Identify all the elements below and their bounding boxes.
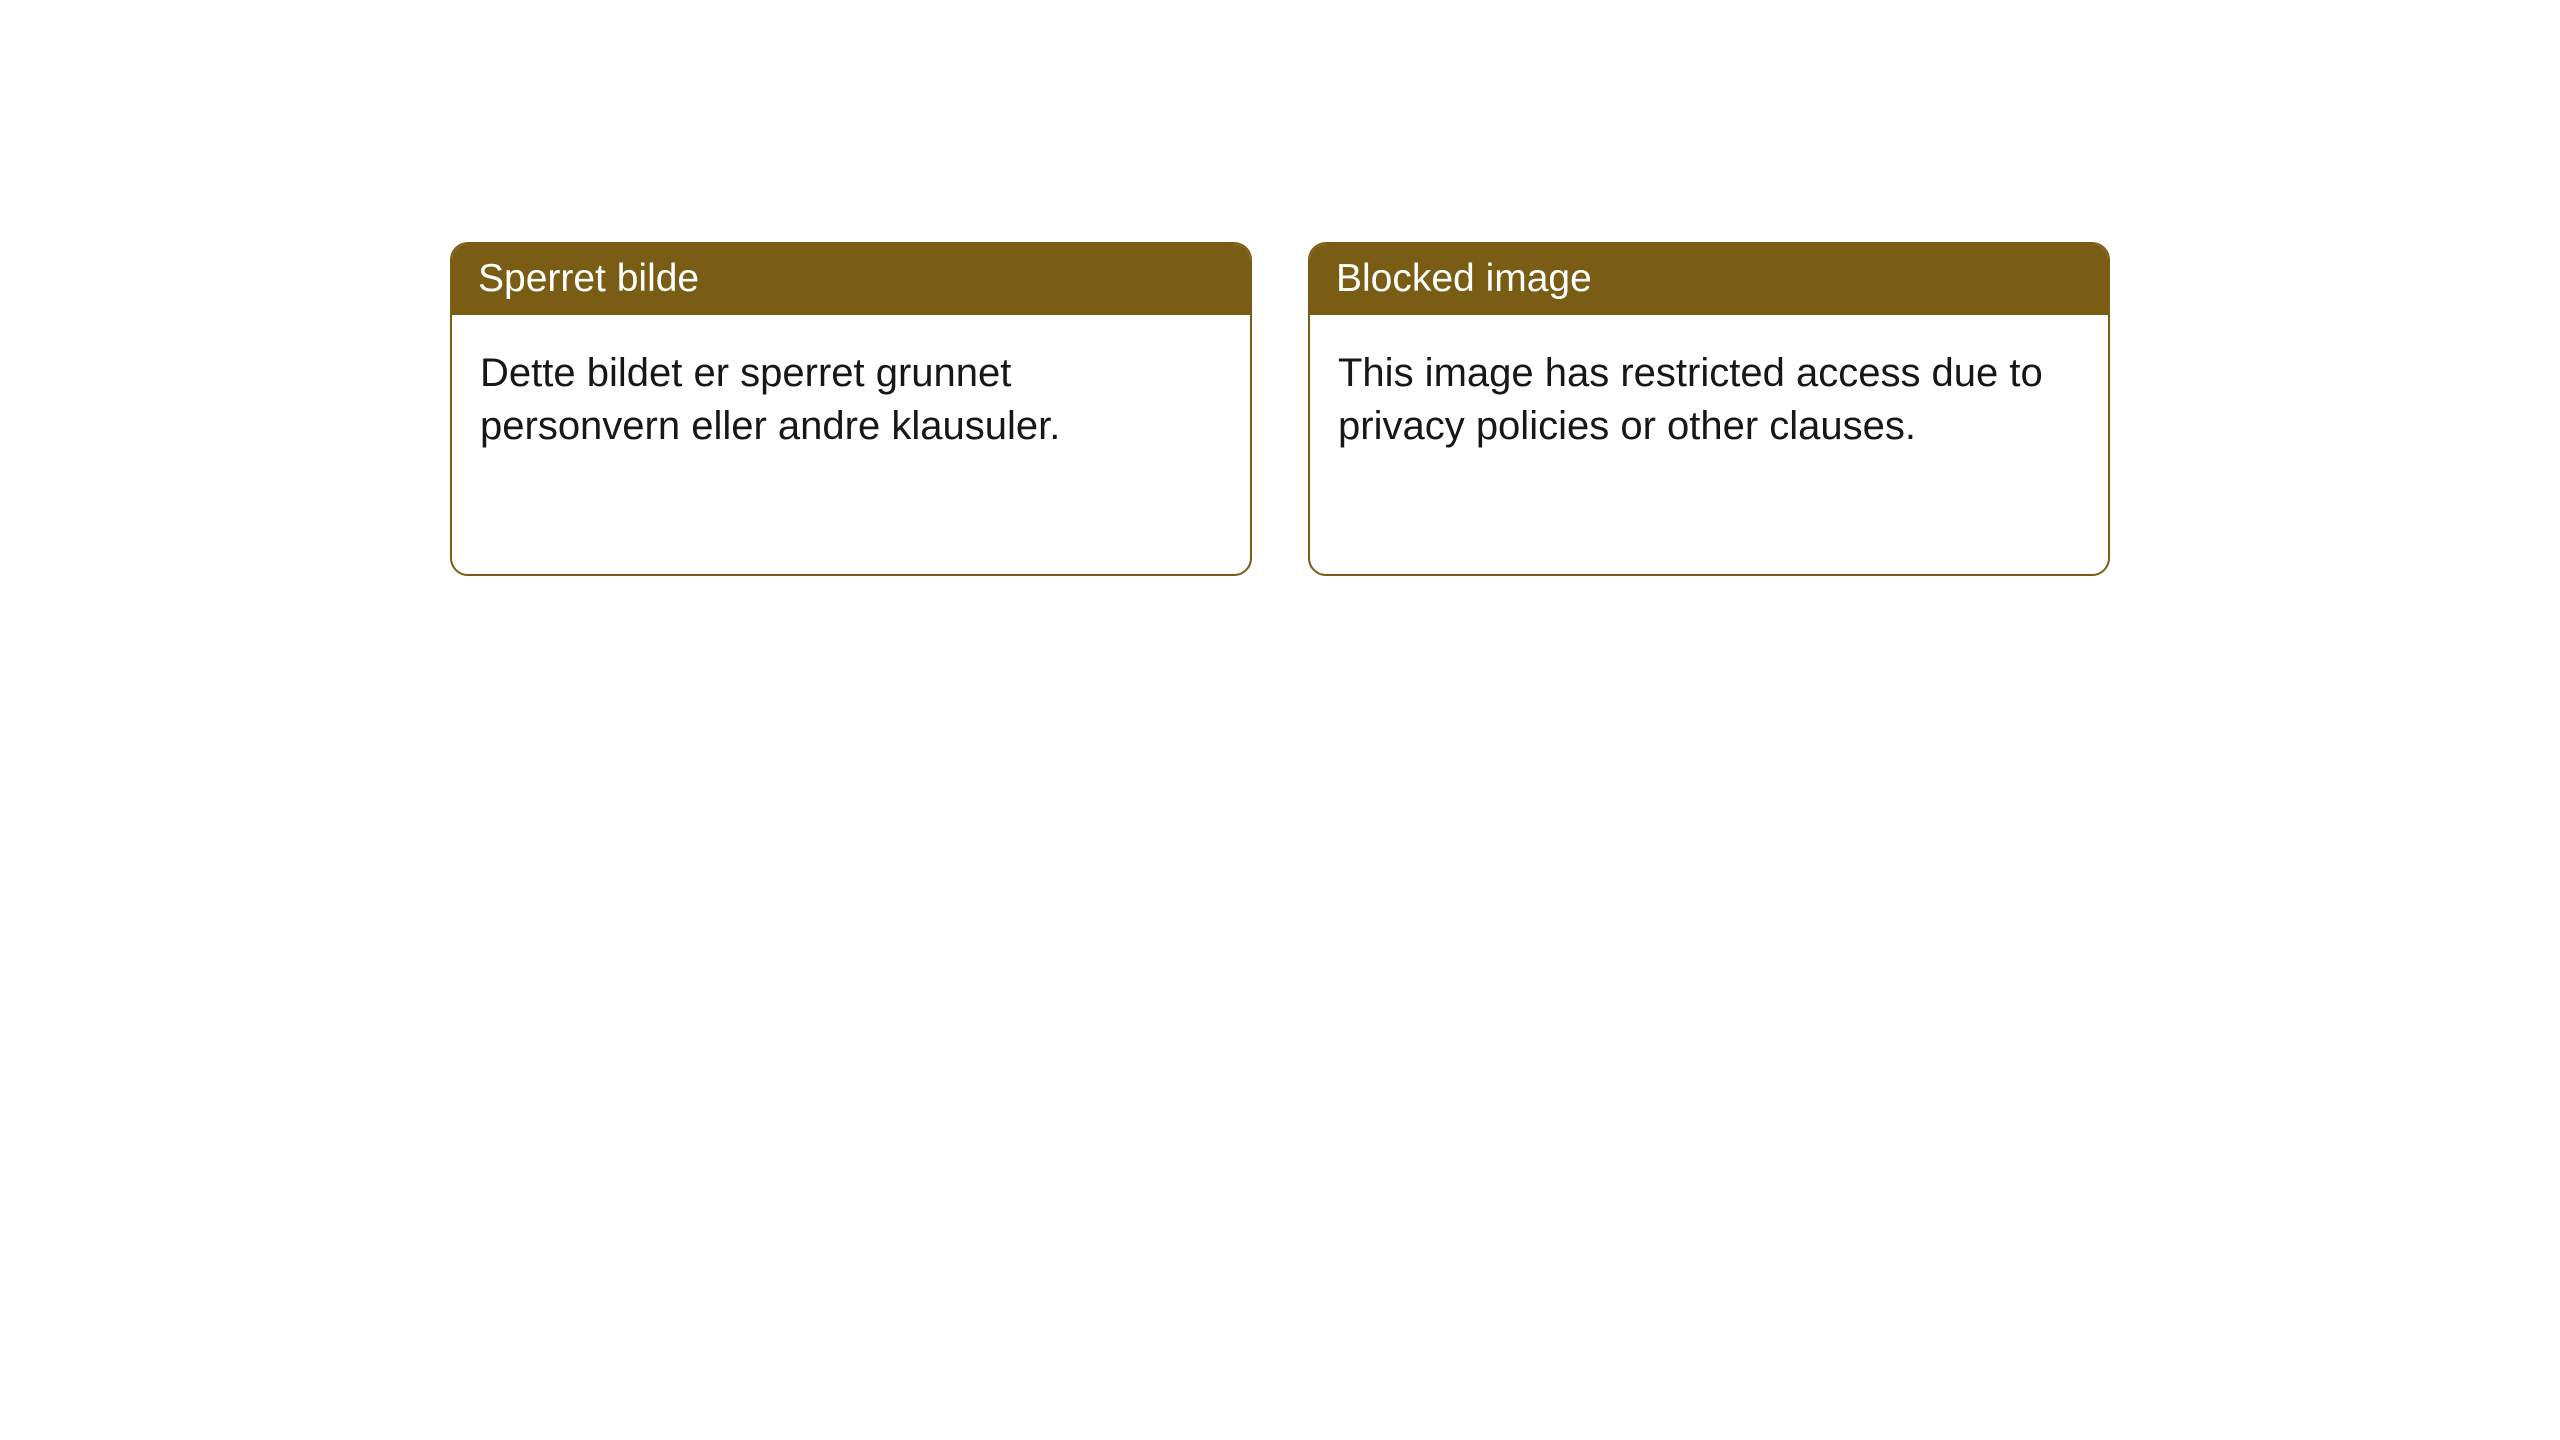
- notice-body-text: This image has restricted access due to …: [1338, 351, 2043, 448]
- notice-card-english: Blocked image This image has restricted …: [1308, 242, 2110, 576]
- notice-title: Sperret bilde: [478, 257, 699, 300]
- notice-title: Blocked image: [1336, 257, 1592, 300]
- notice-card-norwegian: Sperret bilde Dette bildet er sperret gr…: [450, 242, 1252, 576]
- notice-body: Dette bildet er sperret grunnet personve…: [452, 315, 1250, 485]
- notice-header: Sperret bilde: [452, 244, 1250, 315]
- notice-body-text: Dette bildet er sperret grunnet personve…: [480, 351, 1060, 448]
- notice-header: Blocked image: [1310, 244, 2108, 315]
- notice-body: This image has restricted access due to …: [1310, 315, 2108, 485]
- notice-container: Sperret bilde Dette bildet er sperret gr…: [0, 0, 2560, 576]
